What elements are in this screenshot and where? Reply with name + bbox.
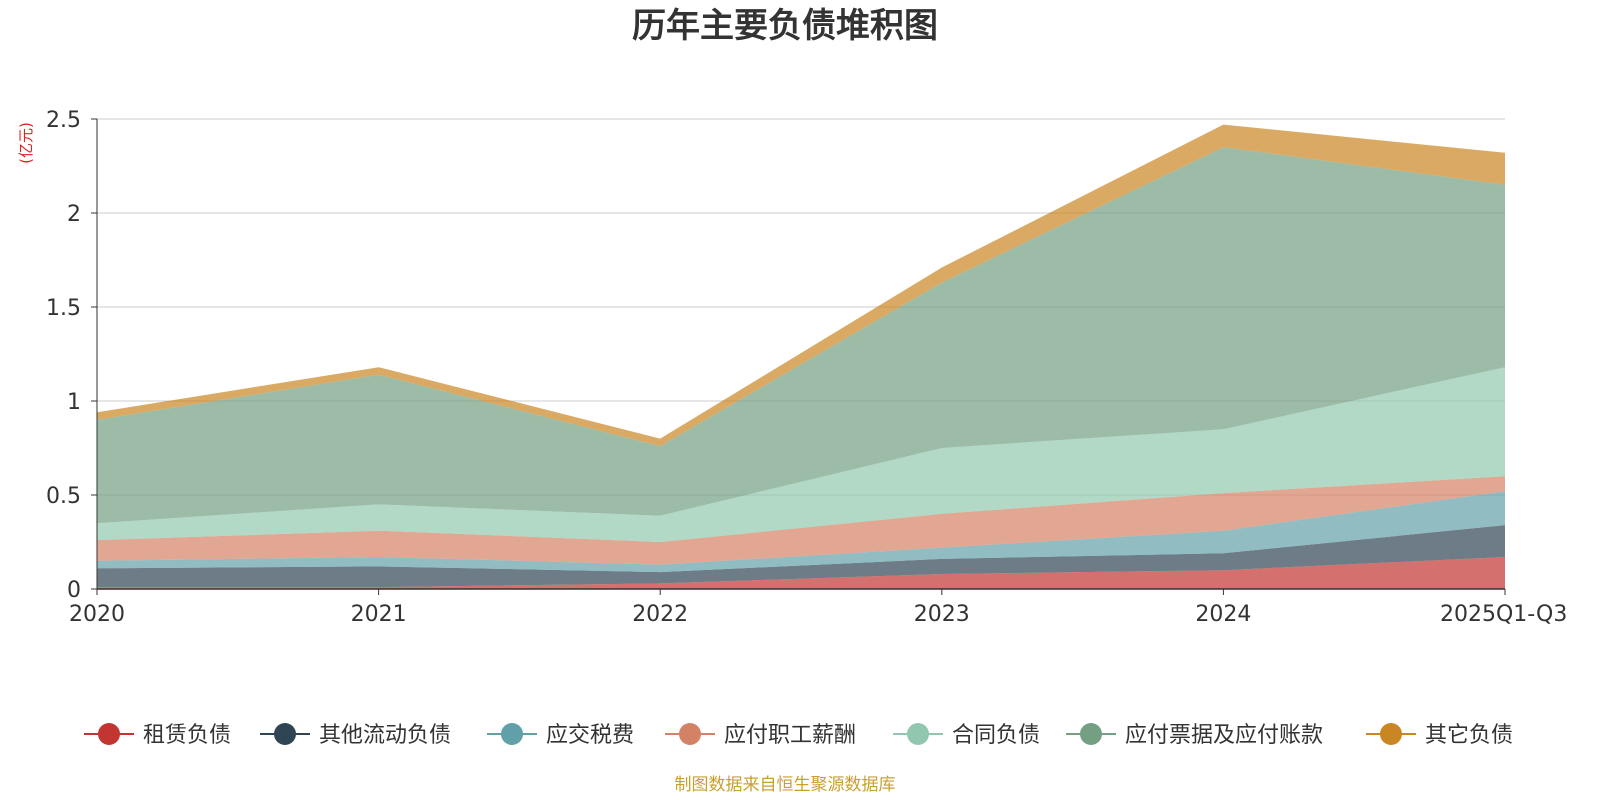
x-tick-label: 2024: [1195, 602, 1251, 627]
legend-marker: [1080, 723, 1102, 745]
legend-label: 应付票据及应付账款: [1125, 723, 1323, 748]
legend-item-其它负债: 其它负债: [1366, 723, 1513, 748]
legend-label: 应交税费: [546, 723, 634, 748]
area-应付职工薪酬: [97, 476, 1505, 565]
legend-item-租赁负债: 租赁负债: [84, 723, 231, 748]
area-租赁负债: [97, 557, 1505, 589]
area-应付票据及应付账款: [97, 147, 1505, 524]
legend-item-应付票据及应付账款: 应付票据及应付账款: [1066, 723, 1323, 748]
y-tick-label: 0.5: [46, 484, 81, 509]
data-source-note: 制图数据来自恒生聚源数据库: [675, 775, 896, 795]
chart-title: 历年主要负债堆积图: [632, 6, 938, 46]
legend-label: 应付职工薪酬: [724, 723, 856, 748]
area-其它负债: [97, 124, 1505, 447]
legend-item-其他流动负债: 其他流动负债: [260, 723, 451, 748]
legend-label: 其他流动负债: [319, 723, 451, 748]
x-tick-label: 2021: [351, 602, 407, 627]
x-tick-label: 2025Q1-Q3: [1440, 602, 1567, 627]
x-tick-label: 2023: [914, 602, 970, 627]
y-axis-unit-label: (亿元): [17, 122, 35, 164]
x-tick-label: 2022: [632, 602, 688, 627]
legend-item-应付职工薪酬: 应付职工薪酬: [665, 723, 856, 748]
legend-label: 合同负债: [952, 723, 1040, 748]
legend-marker: [501, 723, 523, 745]
y-tick-label: 2.5: [46, 108, 81, 133]
legend-marker: [907, 723, 929, 745]
area-series-group: [97, 124, 1505, 589]
axes: 0 0.5 1 1.5 2 2.5 2020 2021 2022 2023 2024 2025Q1-Q…: [46, 108, 1567, 627]
legend-item-合同负债: 合同负债: [893, 723, 1040, 748]
legend-label: 租赁负债: [143, 723, 231, 748]
legend: 租赁负债 其他流动负债 应交税费 应付职工薪酬 合同负债 应付票据及应付账款 其它负债: [84, 723, 1513, 748]
area-应交税费: [97, 491, 1505, 573]
y-tick-label: 1.5: [46, 296, 81, 321]
legend-marker: [679, 723, 701, 745]
legend-marker: [98, 723, 120, 745]
legend-marker: [274, 723, 296, 745]
area-合同负债: [97, 367, 1505, 542]
legend-marker: [1380, 723, 1402, 745]
area-其他流动负债: [97, 525, 1505, 588]
y-tick-label: 2: [67, 202, 81, 227]
x-tick-label: 2020: [69, 602, 125, 627]
y-tick-label: 0: [67, 578, 81, 603]
legend-item-应交税费: 应交税费: [487, 723, 634, 748]
y-tick-label: 1: [67, 390, 81, 415]
legend-label: 其它负债: [1425, 723, 1513, 748]
